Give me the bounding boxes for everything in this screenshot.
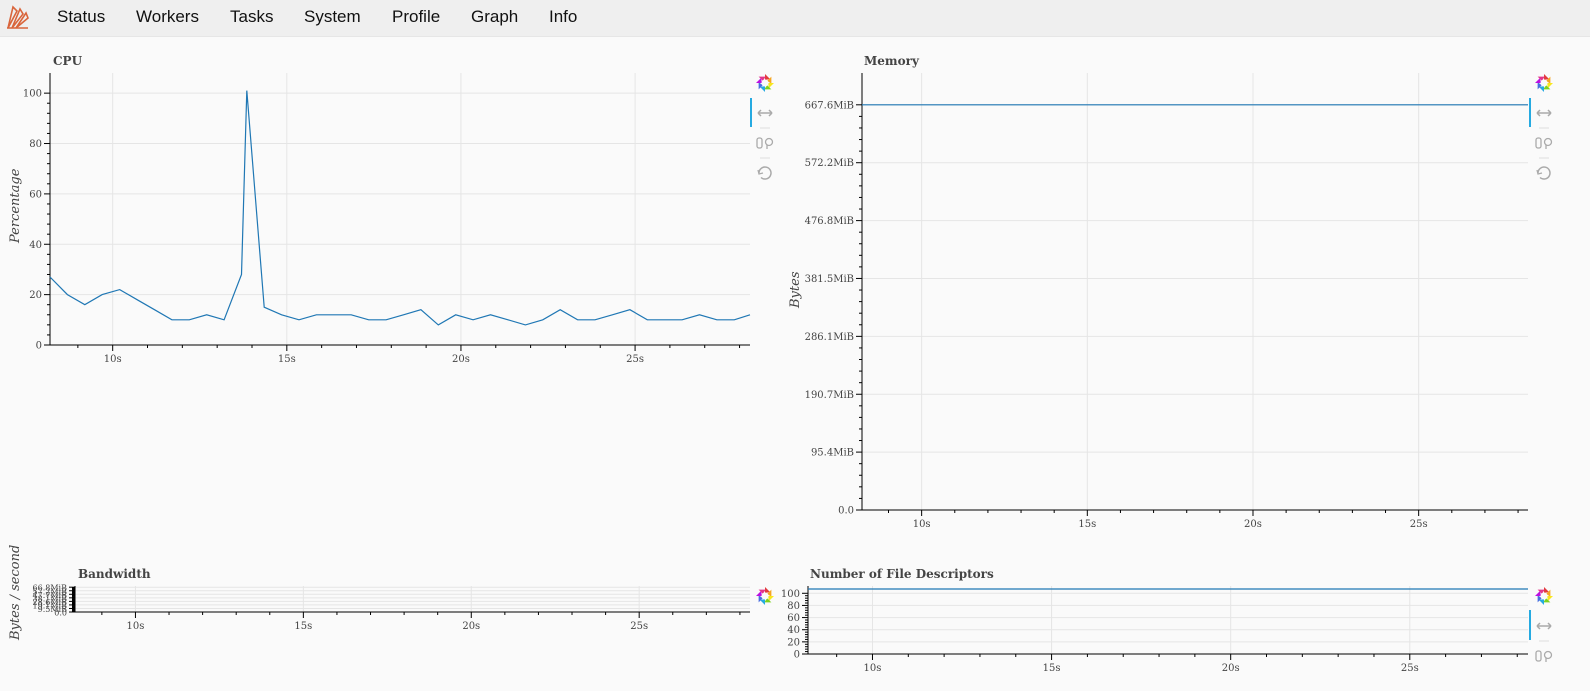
fds-y-tick-label: 20 — [787, 637, 800, 648]
cpu-y-tick-label: 60 — [29, 189, 42, 200]
nav-profile[interactable]: Profile — [392, 7, 441, 26]
memory-reset-icon[interactable] — [1536, 166, 1551, 180]
bandwidth-y-tick-label: 19.1MiB — [33, 601, 68, 610]
cpu-x-tick-label: 25s — [626, 354, 644, 365]
cpu-wheel-zoom-icon[interactable] — [756, 137, 774, 149]
cpu-reset-icon[interactable] — [757, 166, 772, 180]
bokeh-logo-icon[interactable] — [1534, 586, 1554, 606]
bandwidth-x-tick-label: 20s — [462, 621, 480, 632]
cpu-y-tick-label: 80 — [29, 139, 42, 150]
cpu-y-tick-label: 0 — [36, 341, 42, 352]
fds-y-tick-label: 40 — [787, 625, 800, 636]
bandwidth-y-tick-label: 66.8MiB — [33, 584, 68, 593]
memory-pan-icon[interactable] — [1536, 109, 1552, 117]
fds-y-tick-label: 100 — [781, 589, 800, 600]
fds-x-tick-label: 20s — [1222, 663, 1240, 674]
bokeh-logo-icon[interactable] — [1534, 73, 1554, 93]
bandwidth-y-tick-label: 28.6MiB — [33, 598, 68, 607]
memory-y-tick-label: 0.0 — [838, 506, 854, 517]
fds-x-tick-label: 25s — [1401, 663, 1419, 674]
bandwidth-x-tick-label: 25s — [630, 621, 648, 632]
nav-status[interactable]: Status — [57, 7, 106, 26]
memory-y-tick-label: 572.2MiB — [805, 158, 854, 169]
cpu-y-tick-label: 100 — [23, 89, 42, 100]
bandwidth-y-tick-label: 9.5MiB — [38, 605, 67, 614]
cpu-series-line — [49, 90, 751, 326]
fds-y-tick-label: 0 — [794, 650, 800, 661]
bandwidth-y-tick-label: 38.1MiB — [33, 594, 68, 603]
memory-y-tick-label: 476.8MiB — [805, 216, 854, 227]
fds-y-tick-label: 60 — [787, 613, 800, 624]
fds-x-tick-label: 15s — [1043, 663, 1061, 674]
fds-x-tick-label: 10s — [864, 663, 882, 674]
memory-y-tick-label: 286.1MiB — [805, 332, 854, 343]
cpu-x-tick-label: 15s — [278, 354, 296, 365]
memory-y-tick-label: 95.4MiB — [811, 448, 854, 459]
nav-graph[interactable]: Graph — [471, 7, 519, 26]
navbar: Status Workers Tasks System Profile Grap… — [0, 0, 1590, 37]
nav-system[interactable]: System — [304, 7, 361, 26]
memory-wheel-zoom-icon[interactable] — [1535, 137, 1553, 149]
nav-info[interactable]: Info — [549, 7, 578, 26]
dask-logo-icon[interactable] — [4, 3, 30, 31]
cpu-y-tick-label: 20 — [29, 290, 42, 301]
fds-y-tick-label: 80 — [787, 601, 800, 612]
memory-x-tick-label: 15s — [1078, 519, 1096, 530]
cpu-pan-icon[interactable] — [757, 109, 773, 117]
bandwidth-toolbar — [750, 583, 780, 613]
bandwidth-y-tick-label: 0.0 — [54, 609, 67, 618]
cpu-x-tick-label: 20s — [452, 354, 470, 365]
cpu-x-tick-label: 10s — [104, 354, 122, 365]
memory-y-tick-label: 667.6MiB — [805, 100, 854, 111]
fds-toolbar — [1529, 583, 1559, 673]
memory-x-tick-label: 20s — [1244, 519, 1262, 530]
memory-y-tick-label: 190.7MiB — [805, 390, 854, 401]
fds-wheel-zoom-icon[interactable] — [1535, 650, 1553, 662]
memory-x-tick-label: 10s — [913, 519, 931, 530]
bandwidth-y-tick-label: 47.7MiB — [33, 591, 68, 600]
cpu-toolbar — [750, 70, 780, 190]
bandwidth-x-tick-label: 10s — [127, 621, 145, 632]
cpu-y-tick-label: 40 — [29, 240, 42, 251]
memory-toolbar — [1529, 70, 1559, 190]
nav-workers[interactable]: Workers — [136, 7, 199, 26]
fds-pan-icon[interactable] — [1536, 622, 1552, 630]
bandwidth-x-tick-label: 15s — [294, 621, 312, 632]
memory-y-tick-label: 381.5MiB — [805, 274, 854, 285]
memory-x-tick-label: 25s — [1410, 519, 1428, 530]
bandwidth-y-tick-label: 57.2MiB — [33, 587, 68, 596]
bokeh-logo-icon[interactable] — [755, 73, 775, 93]
bokeh-logo-icon[interactable] — [755, 586, 775, 606]
nav-tasks[interactable]: Tasks — [230, 7, 274, 26]
